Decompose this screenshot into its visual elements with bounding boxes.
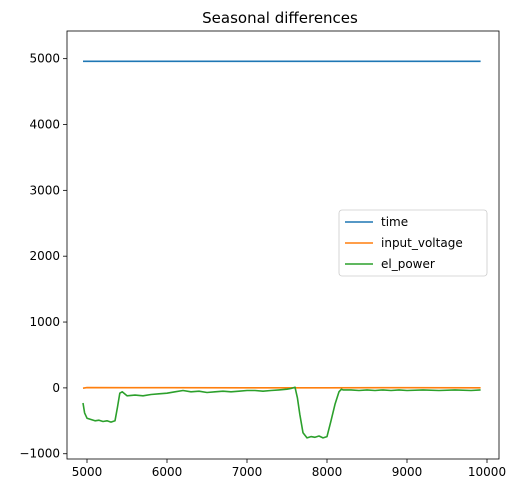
x-tick-label: 10000	[468, 465, 506, 479]
y-tick-label: 0	[52, 381, 60, 395]
x-axis: 5000 6000 7000 8000 9000 10000	[72, 459, 506, 479]
y-axis: −1000 0 1000 2000 3000 4000 5000	[19, 52, 67, 461]
y-tick-label: 1000	[29, 315, 60, 329]
y-tick-label: 5000	[29, 52, 60, 66]
series-line-input-voltage	[82, 386, 481, 389]
x-tick-label: 6000	[152, 465, 183, 479]
y-tick-label: 4000	[29, 118, 60, 132]
legend-label-time: time	[381, 215, 408, 229]
chart-title: Seasonal differences	[202, 9, 358, 27]
legend: time input_voltage el_power	[338, 209, 488, 277]
legend-label-input-voltage: input_voltage	[381, 236, 463, 250]
plot-area-frame	[66, 30, 500, 460]
series-line-el-power	[82, 386, 481, 439]
legend-box	[338, 209, 488, 277]
x-tick-label: 9000	[392, 465, 423, 479]
y-tick-label: 3000	[29, 183, 60, 197]
y-tick-label: −1000	[19, 447, 60, 461]
x-tick-label: 8000	[312, 465, 343, 479]
legend-label-el-power: el_power	[381, 257, 435, 271]
y-tick-label: 2000	[29, 249, 60, 263]
x-tick-label: 7000	[232, 465, 263, 479]
x-tick-label: 5000	[72, 465, 103, 479]
